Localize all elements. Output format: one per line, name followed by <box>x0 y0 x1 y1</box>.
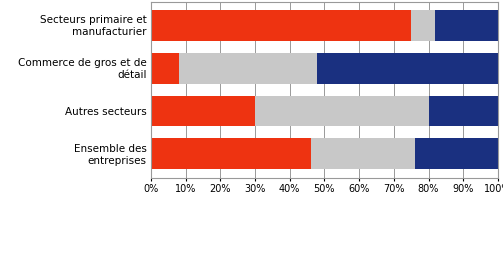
Bar <box>317 53 498 84</box>
Bar <box>411 11 436 41</box>
Bar <box>179 53 317 84</box>
Bar <box>310 139 414 170</box>
Bar <box>414 139 498 170</box>
Bar <box>151 96 255 127</box>
Bar <box>429 96 498 127</box>
Bar <box>255 96 429 127</box>
Bar <box>151 139 310 170</box>
Bar <box>436 11 498 41</box>
Bar <box>151 53 179 84</box>
Bar <box>151 11 411 41</box>
